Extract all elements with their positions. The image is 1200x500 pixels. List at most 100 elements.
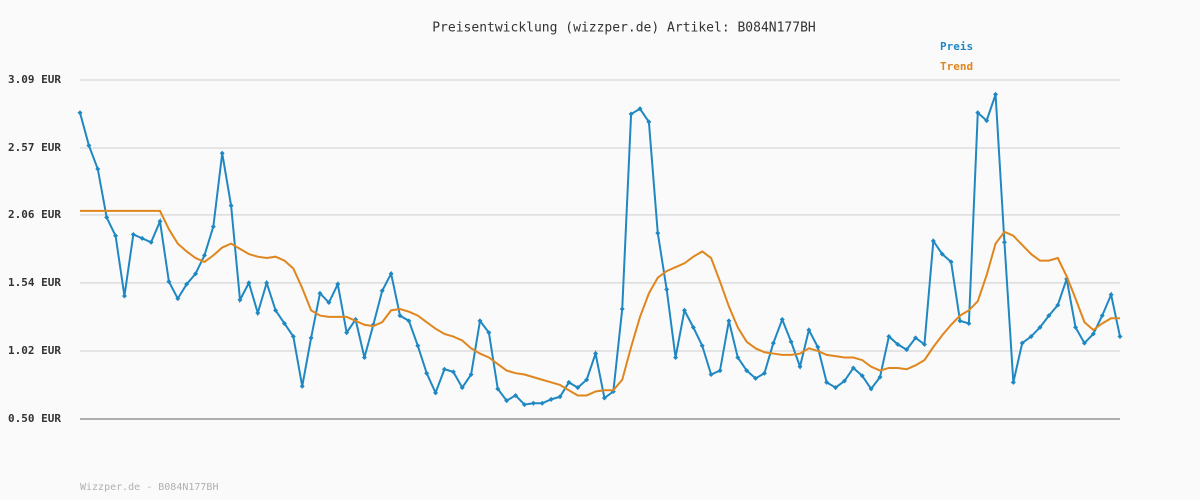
y-tick-label: 0.50 EUR	[8, 412, 61, 425]
point-marker	[1073, 324, 1079, 330]
point-marker	[975, 110, 981, 116]
point-marker	[264, 280, 270, 286]
point-marker	[921, 341, 927, 347]
point-marker	[184, 281, 190, 287]
point-marker	[770, 340, 776, 346]
point-marker	[219, 150, 225, 156]
point-marker	[397, 313, 403, 319]
point-marker	[1055, 302, 1061, 308]
point-marker	[513, 392, 519, 398]
point-marker	[335, 281, 341, 287]
point-marker	[95, 166, 101, 172]
point-marker	[726, 318, 732, 324]
point-marker	[1028, 334, 1034, 340]
footer: Wizzper.de - B084N177BH	[80, 482, 218, 493]
point-marker	[984, 118, 990, 124]
point-marker	[566, 379, 572, 385]
point-marker	[708, 371, 714, 377]
point-marker	[904, 347, 910, 353]
point-marker	[530, 400, 536, 406]
point-marker	[815, 344, 821, 350]
point-marker	[1099, 313, 1105, 319]
y-tick-label: 2.06 EUR	[8, 208, 61, 221]
point-marker	[77, 110, 83, 116]
point-marker	[628, 111, 634, 117]
point-marker	[593, 351, 599, 357]
point-marker	[406, 318, 412, 324]
point-marker	[939, 251, 945, 257]
point-marker	[824, 379, 830, 385]
point-marker	[379, 288, 385, 294]
point-marker	[779, 317, 785, 323]
point-marker	[459, 385, 465, 391]
y-tick-label: 3.09 EUR	[8, 73, 61, 86]
point-marker	[290, 334, 296, 340]
point-marker	[868, 386, 874, 392]
point-marker	[895, 341, 901, 347]
point-marker	[957, 318, 963, 324]
point-marker	[210, 224, 216, 230]
point-marker	[201, 252, 207, 258]
point-marker	[690, 324, 696, 330]
point-marker	[317, 290, 323, 296]
point-marker	[1037, 324, 1043, 330]
point-marker	[753, 375, 759, 381]
point-marker	[886, 334, 892, 340]
point-marker	[157, 218, 163, 224]
point-marker	[655, 230, 661, 236]
point-marker	[424, 370, 430, 376]
point-marker	[797, 364, 803, 370]
point-marker	[859, 373, 865, 379]
point-marker	[806, 327, 812, 333]
point-marker	[121, 293, 127, 299]
point-marker	[619, 306, 625, 312]
series-line	[80, 209, 1120, 397]
point-marker	[468, 371, 474, 377]
point-marker	[495, 386, 501, 392]
point-marker	[1046, 313, 1052, 319]
point-marker	[1117, 334, 1123, 340]
point-marker	[237, 297, 243, 303]
point-marker	[575, 385, 581, 391]
point-marker	[148, 239, 154, 245]
series-line	[79, 94, 1121, 406]
point-marker	[86, 142, 92, 148]
point-marker	[308, 335, 314, 341]
point-marker	[433, 390, 439, 396]
point-marker	[850, 365, 856, 371]
point-marker	[788, 339, 794, 345]
point-marker	[930, 238, 936, 244]
point-marker	[477, 318, 483, 324]
chart-title: Preisentwicklung (wizzper.de) Artikel: B…	[432, 21, 816, 36]
point-marker	[104, 214, 110, 220]
point-marker	[281, 320, 287, 326]
point-marker	[255, 310, 261, 316]
point-marker	[699, 343, 705, 349]
point-marker	[1108, 292, 1114, 298]
point-marker	[1019, 340, 1025, 346]
point-marker	[557, 394, 563, 400]
point-marker	[681, 307, 687, 313]
point-marker	[966, 320, 972, 326]
point-marker	[130, 231, 136, 237]
point-marker	[744, 368, 750, 374]
point-marker	[441, 366, 447, 372]
point-marker	[113, 233, 119, 239]
point-marker	[504, 398, 510, 404]
point-marker	[521, 402, 527, 408]
point-marker	[548, 396, 554, 402]
point-marker	[175, 296, 181, 302]
point-marker	[841, 378, 847, 384]
point-marker	[539, 400, 545, 406]
point-marker	[601, 395, 607, 401]
point-marker	[139, 235, 145, 241]
point-marker	[833, 385, 839, 391]
point-marker	[166, 279, 172, 285]
point-marker	[993, 91, 999, 97]
y-tick-label: 2.57 EUR	[8, 141, 61, 154]
point-marker	[646, 119, 652, 125]
point-marker	[299, 383, 305, 389]
point-marker	[228, 203, 234, 209]
point-marker	[361, 354, 367, 360]
